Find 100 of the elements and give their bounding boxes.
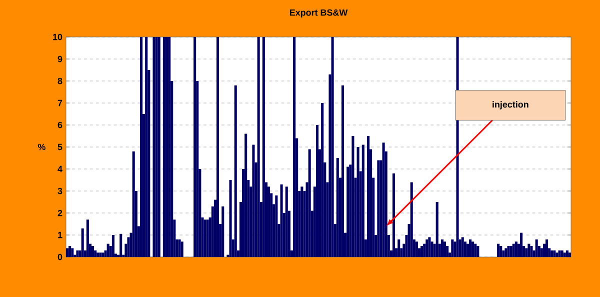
bar bbox=[308, 149, 311, 257]
bar bbox=[410, 182, 413, 257]
bar bbox=[377, 160, 380, 257]
bar bbox=[474, 244, 477, 257]
bar bbox=[316, 125, 319, 257]
bar bbox=[321, 102, 324, 257]
bar bbox=[497, 244, 500, 257]
bar bbox=[341, 85, 344, 257]
bar bbox=[423, 244, 426, 257]
bar bbox=[398, 239, 400, 257]
bar bbox=[71, 248, 74, 257]
bar bbox=[346, 166, 350, 257]
bar bbox=[504, 248, 508, 257]
bar bbox=[553, 250, 556, 257]
bar bbox=[563, 252, 566, 257]
bar bbox=[262, 36, 265, 257]
bar bbox=[76, 250, 79, 257]
y-axis-title: % bbox=[38, 144, 46, 150]
bar bbox=[331, 36, 334, 257]
y-tick-label: 4 bbox=[58, 166, 62, 172]
bar bbox=[530, 246, 533, 257]
chart-title: Export BS&W bbox=[290, 9, 348, 18]
y-tick-label: 7 bbox=[58, 100, 62, 106]
bar bbox=[352, 136, 354, 257]
bar bbox=[96, 252, 100, 257]
bar bbox=[443, 242, 446, 257]
y-tick-label: 3 bbox=[58, 188, 62, 194]
bar bbox=[300, 186, 304, 257]
bar bbox=[140, 36, 143, 257]
bar bbox=[336, 158, 339, 257]
bar bbox=[556, 252, 558, 257]
bar bbox=[206, 220, 209, 257]
bar bbox=[204, 220, 206, 257]
bar bbox=[178, 239, 181, 257]
bar bbox=[168, 36, 171, 257]
annotation: injection bbox=[492, 101, 528, 110]
bar bbox=[252, 144, 255, 257]
bar bbox=[275, 195, 278, 257]
bar bbox=[558, 250, 561, 257]
bar bbox=[468, 239, 472, 257]
bar bbox=[257, 36, 260, 257]
bar bbox=[512, 244, 515, 257]
bar bbox=[222, 206, 224, 257]
bar bbox=[94, 250, 97, 257]
bar bbox=[366, 136, 370, 257]
y-tick-label: 8 bbox=[58, 78, 62, 84]
bar bbox=[356, 147, 360, 257]
bar bbox=[362, 144, 364, 257]
bar bbox=[127, 237, 130, 257]
bar bbox=[420, 246, 424, 257]
bar bbox=[106, 244, 110, 257]
bar bbox=[102, 252, 104, 257]
bar bbox=[546, 239, 548, 257]
bar bbox=[155, 36, 158, 257]
bar bbox=[229, 180, 232, 257]
bar bbox=[382, 142, 385, 257]
bar bbox=[280, 184, 283, 257]
bar bbox=[293, 36, 296, 257]
bar bbox=[560, 250, 564, 257]
bar bbox=[476, 246, 480, 257]
bar bbox=[66, 248, 69, 257]
bar bbox=[112, 235, 114, 257]
bar bbox=[507, 246, 510, 257]
bar bbox=[99, 252, 102, 257]
bar bbox=[68, 246, 72, 257]
bar bbox=[86, 220, 89, 257]
bar bbox=[152, 36, 156, 257]
bar bbox=[92, 246, 94, 257]
bar bbox=[520, 232, 523, 257]
y-tick-label: 1 bbox=[58, 232, 62, 238]
bar bbox=[510, 246, 512, 257]
bar bbox=[528, 244, 530, 257]
bar bbox=[542, 244, 546, 257]
bar bbox=[550, 250, 554, 257]
y-tick-label: 6 bbox=[58, 122, 62, 128]
y-tick-label: 10 bbox=[53, 34, 62, 40]
bar bbox=[415, 242, 418, 257]
bar bbox=[502, 250, 505, 257]
bar bbox=[162, 36, 166, 257]
bar bbox=[194, 36, 196, 257]
bar bbox=[540, 248, 543, 257]
bar bbox=[568, 252, 572, 257]
bar bbox=[461, 237, 464, 257]
bar bbox=[158, 36, 160, 257]
bar bbox=[285, 186, 288, 257]
y-tick-label: 2 bbox=[58, 210, 62, 216]
y-tick-label: 0 bbox=[58, 254, 62, 260]
bar bbox=[132, 151, 135, 257]
bar bbox=[500, 246, 502, 257]
bar bbox=[436, 202, 438, 257]
bar bbox=[440, 239, 444, 257]
bar bbox=[566, 250, 568, 257]
bar bbox=[392, 173, 396, 257]
bar bbox=[234, 85, 237, 257]
bar bbox=[535, 239, 538, 257]
y-tick-label: 9 bbox=[58, 56, 62, 62]
bar bbox=[428, 237, 431, 257]
bar bbox=[514, 242, 518, 257]
bar bbox=[244, 134, 248, 257]
bar bbox=[216, 36, 220, 257]
